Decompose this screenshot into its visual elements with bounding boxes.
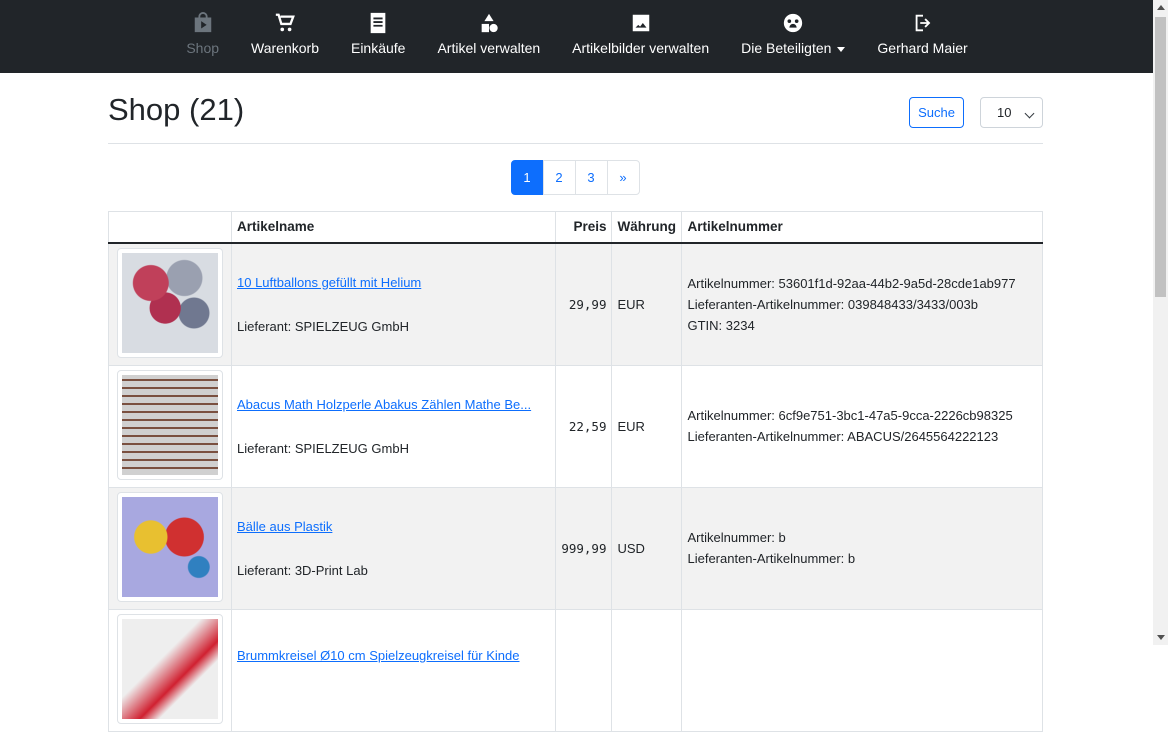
article-info: Artikelnummer: 6cf9e751-3bc1-47a5-9cca-2…: [687, 408, 1013, 423]
article-info: Lieferanten-Artikelnummer: b: [687, 551, 856, 566]
nav-item-label: Die Beteiligten: [741, 40, 832, 56]
nav-item-label: Artikel verwalten: [437, 40, 541, 56]
product-image[interactable]: [117, 369, 223, 480]
nav-item-die-beteiligten[interactable]: Die Beteiligten: [725, 0, 861, 73]
caret-down-icon: [837, 46, 846, 52]
scrollbar-thumb[interactable]: [1155, 17, 1166, 297]
article-info: GTIN: 3234: [687, 317, 755, 333]
main-content: Shop (21) Suche 10 1 2 3» Artikelname Preis…: [108, 73, 1043, 732]
nav-item-label: Einkäufe: [350, 40, 406, 56]
nav-item-artikel-verwalten[interactable]: Artikel verwalten: [421, 0, 556, 73]
nav-item-label: Shop: [186, 40, 220, 56]
article-info: Artikelnummer: b: [687, 530, 786, 545]
currency: [611, 608, 683, 732]
pagination: 1 2 3»: [108, 160, 1043, 195]
article-info: Artikelnummer: 53601f1d-92aa-44b2-9a5d-2…: [687, 275, 1016, 291]
scroll-up-icon[interactable]: [1157, 5, 1165, 10]
shapes-icon: [481, 13, 498, 33]
price: 22,59: [555, 364, 613, 488]
page-link-2[interactable]: 2: [542, 160, 576, 195]
page-title: Shop (21): [108, 92, 245, 127]
top-navbar: Shop Warenkorb Einkäufe Artikel verwalten Ar…: [0, 0, 1168, 73]
nav-item-gerhard-maier[interactable]: Gerhard Maier: [861, 0, 983, 73]
table-row: Abacus Math Holzperle Abakus Zählen Math…: [108, 364, 1043, 488]
supplier: Lieferant: SPIELZEUG GmbH: [237, 318, 409, 334]
nav-item-einkäufe[interactable]: Einkäufe: [335, 0, 421, 73]
article-info: Lieferanten-Artikelnummer: ABACUS/264556…: [687, 429, 999, 444]
product-table: Artikelname Preis Währung Artikelnummer 10 …: [108, 211, 1043, 732]
nav-item-label: Gerhard Maier: [877, 40, 968, 56]
product-image[interactable]: [117, 491, 223, 602]
nav-item-label: Artikelbilder verwalten: [572, 40, 710, 56]
image-icon: [632, 14, 649, 32]
scrollbar[interactable]: [1153, 0, 1168, 645]
nav-item-warenkorb[interactable]: Warenkorb: [235, 0, 335, 73]
page-link-1[interactable]: 1: [510, 160, 544, 195]
cart-icon: [275, 13, 295, 32]
price: [555, 608, 613, 732]
product-name-link[interactable]: Abacus Math Holzperle Abakus Zählen Math…: [237, 396, 532, 412]
supplier: Lieferant: 3D-Print Lab: [237, 562, 368, 578]
logout-icon: [915, 14, 930, 32]
table-row: Brummkreisel Ø10 cm Spielzeugkreisel für…: [108, 608, 1043, 732]
shop-bag-icon: [194, 12, 211, 33]
nav-item-artikelbilder-verwalten[interactable]: Artikelbilder verwalten: [556, 0, 725, 73]
receipt-icon: [370, 12, 386, 34]
product-name-link[interactable]: 10 Luftballons gefüllt mit Helium: [237, 274, 422, 290]
supplier: Lieferant: SPIELZEUG GmbH: [237, 440, 409, 456]
table-row: Bälle aus Plastik Lieferant: 3D-Print Lab…: [108, 486, 1043, 610]
column-header: Preis: [555, 211, 613, 244]
nav-item-label: Warenkorb: [251, 40, 319, 56]
column-header: Währung: [611, 211, 683, 244]
table-row: 10 Luftballons gefüllt mit Helium Liefera…: [108, 242, 1043, 366]
price: 999,99: [555, 486, 613, 610]
article-info: Lieferanten-Artikelnummer: 039848433/343…: [687, 296, 979, 312]
product-name-link[interactable]: Brummkreisel Ø10 cm Spielzeugkreisel für…: [237, 648, 520, 663]
currency: EUR: [611, 364, 683, 488]
scroll-down-icon[interactable]: [1157, 635, 1165, 640]
product-image[interactable]: [117, 247, 223, 358]
column-header: Artikelnummer: [681, 211, 1043, 244]
product-image[interactable]: [117, 613, 223, 724]
search-button[interactable]: Suche: [909, 97, 964, 128]
column-header: Artikelname: [230, 211, 557, 244]
price: 29,99: [555, 242, 613, 366]
currency: USD: [611, 486, 683, 610]
page-size-select[interactable]: 10: [980, 97, 1043, 128]
next-page-link[interactable]: »: [606, 160, 640, 195]
group-icon: [784, 13, 803, 33]
nav-item-shop[interactable]: Shop: [170, 0, 235, 73]
currency: EUR: [611, 242, 683, 366]
product-name-link[interactable]: Bälle aus Plastik: [237, 518, 333, 534]
page-link-3[interactable]: 3: [574, 160, 608, 195]
column-header: [108, 211, 232, 244]
divider: [108, 143, 1043, 144]
